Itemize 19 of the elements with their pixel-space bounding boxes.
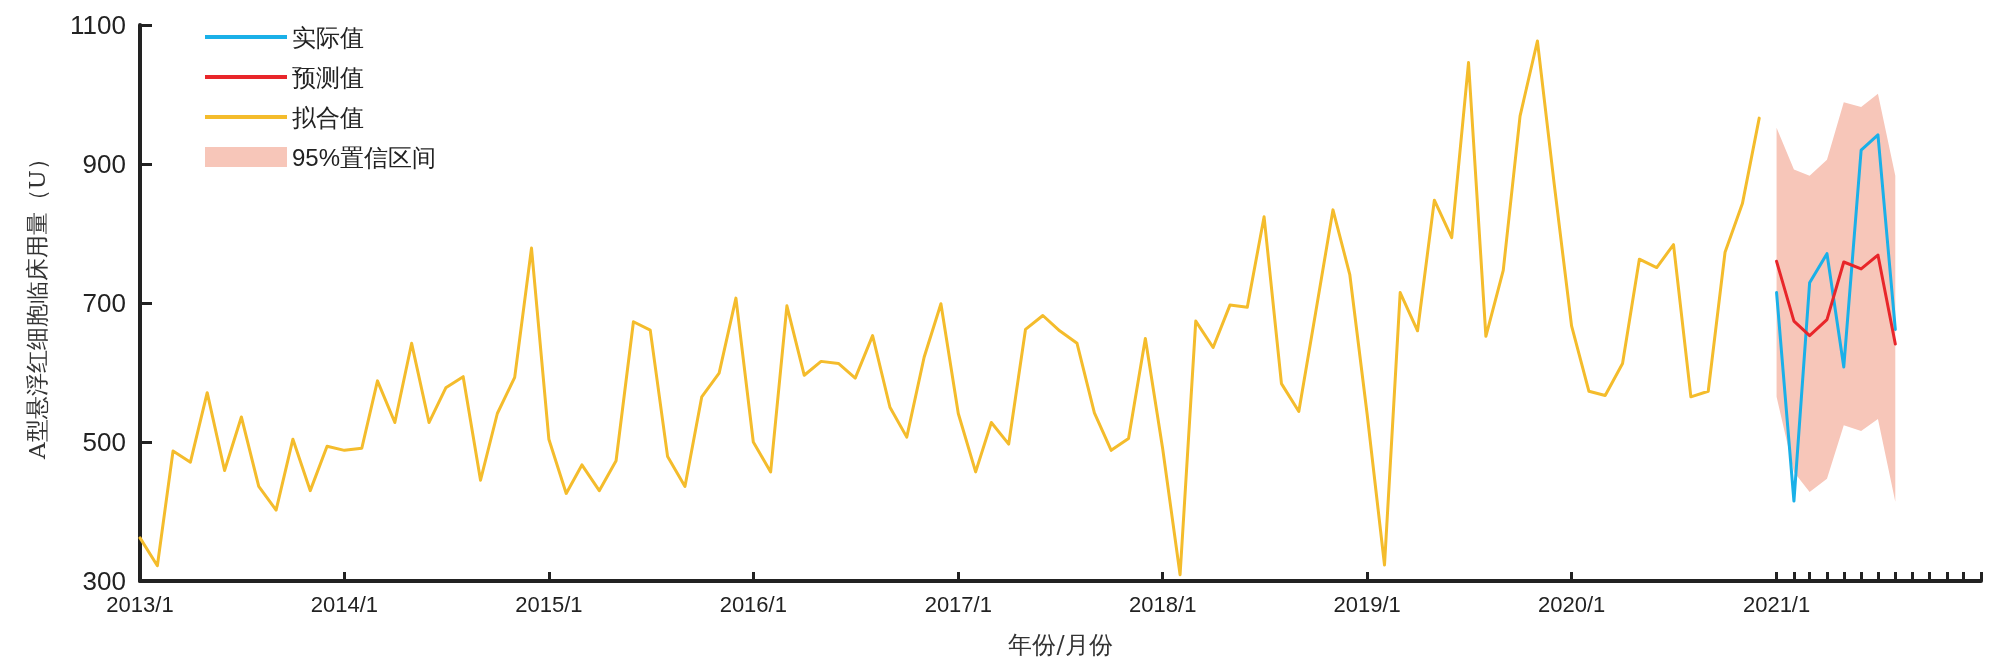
legend-label: 实际值 <box>292 23 364 51</box>
y-tick-label: 900 <box>82 149 126 179</box>
x-tick-label: 2020/1 <box>1537 591 1606 617</box>
x-tick-label: 2018/1 <box>1129 591 1197 617</box>
y-tick-label: 1100 <box>70 10 126 40</box>
x-tick-label: 2015/1 <box>515 591 583 617</box>
legend-label: 预测值 <box>292 63 364 91</box>
x-tick-label: 2014/1 <box>310 591 379 617</box>
x-tick-label: 2016/1 <box>719 591 787 617</box>
line-series <box>1775 253 1897 346</box>
x-tick-label: 2017/1 <box>924 591 992 617</box>
x-axis-title: 年份/月份 <box>1008 631 1113 659</box>
legend-label: 95%置信区间 <box>292 143 437 171</box>
x-tick-label: 2019/1 <box>1333 591 1401 617</box>
legend-label: 拟合值 <box>292 103 364 131</box>
y-axis-title: A型悬浮红细胞临床用量（U） <box>23 147 50 460</box>
x-tick-label: 2021/1 <box>1742 591 1811 617</box>
y-tick-label: 500 <box>82 427 126 457</box>
y-tick-label: 700 <box>82 288 126 318</box>
